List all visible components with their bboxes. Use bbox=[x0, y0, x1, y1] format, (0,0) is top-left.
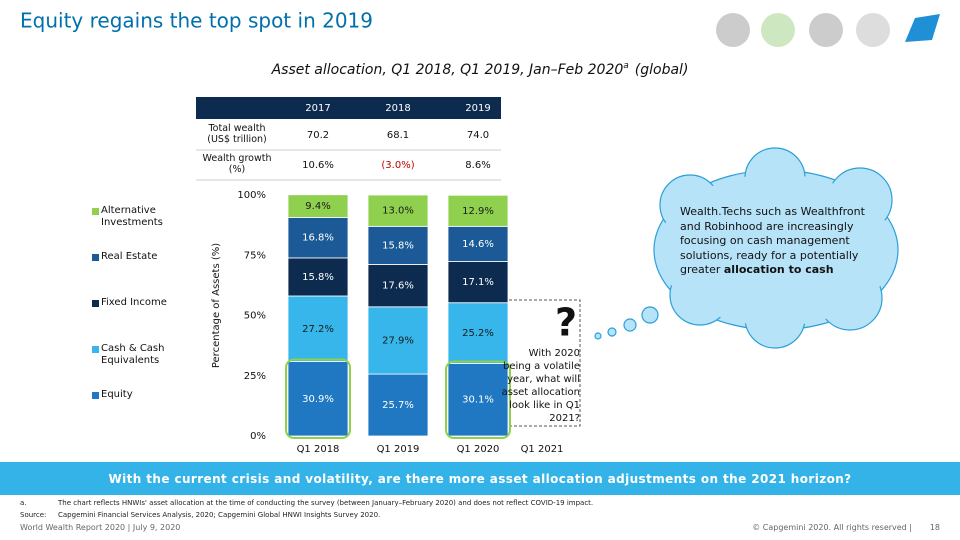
value-label: 15.8% bbox=[382, 240, 414, 251]
y-tick-label: 75% bbox=[244, 250, 266, 261]
outlook-text: With 2020 being a volatile year, what wi… bbox=[501, 348, 580, 424]
bar-segment bbox=[367, 194, 429, 227]
value-label: 16.8% bbox=[302, 233, 334, 244]
value-label: 15.8% bbox=[302, 272, 334, 283]
legend-label: Alternative Investments bbox=[101, 205, 163, 228]
value-label: 13.0% bbox=[382, 206, 414, 217]
bar-segment bbox=[447, 225, 509, 262]
cloud-text: Wealth.Techs such as Wealthfront and Rob… bbox=[680, 205, 872, 278]
banner: With the current crisis and volatility, … bbox=[0, 462, 960, 495]
value-label: 30.9% bbox=[302, 394, 334, 405]
table-cell: 70.2 bbox=[307, 130, 329, 141]
legend-label: Fixed Income bbox=[101, 297, 167, 308]
legend-label: Real Estate bbox=[101, 251, 158, 262]
table-cell: 10.6% bbox=[302, 160, 334, 171]
x-tick-label: Q1 2020 bbox=[457, 444, 500, 455]
value-label: 14.6% bbox=[462, 239, 494, 250]
table-column: 2018 bbox=[385, 103, 410, 114]
outlook-mark: ? bbox=[555, 301, 577, 345]
y-tick-label: 50% bbox=[244, 311, 266, 322]
table-cell: 68.1 bbox=[387, 130, 409, 141]
value-label: 30.1% bbox=[462, 395, 494, 406]
bar-segment bbox=[367, 264, 429, 308]
bar-segment bbox=[367, 225, 429, 265]
legend-swatch bbox=[92, 208, 99, 215]
value-label: 25.7% bbox=[382, 400, 414, 411]
legend-swatch bbox=[92, 254, 99, 261]
value-label: 25.2% bbox=[462, 328, 494, 339]
legend-swatch bbox=[92, 392, 99, 399]
bar-segment bbox=[287, 257, 349, 297]
y-axis-label: Percentage of Assets (%) bbox=[211, 243, 222, 368]
logos bbox=[716, 13, 940, 47]
table-column: 2019 bbox=[465, 103, 490, 114]
value-label: 9.4% bbox=[305, 201, 330, 212]
table-header bbox=[196, 97, 501, 119]
footnote-key: a. bbox=[20, 499, 27, 507]
outlook-label: Q1 2021 bbox=[521, 444, 564, 455]
footnote: The chart reflects HNWIs' asset allocati… bbox=[58, 499, 594, 507]
table-row-label: Total wealth (US$ trillion) bbox=[207, 123, 267, 145]
page-number: 18 bbox=[929, 523, 940, 532]
legend-swatch bbox=[92, 300, 99, 307]
bar-segment bbox=[447, 363, 509, 437]
bar-segment bbox=[447, 194, 509, 227]
y-tick-label: 0% bbox=[250, 431, 266, 442]
legend-label: Equity bbox=[101, 389, 133, 400]
legend-label: Cash & Cash Equivalents bbox=[101, 343, 165, 366]
title-note: a bbox=[623, 61, 629, 71]
footer-left: World Wealth Report 2020 | July 9, 2020 bbox=[20, 523, 181, 532]
x-tick-label: Q1 2018 bbox=[297, 444, 340, 455]
footnote-key: Source: bbox=[20, 511, 47, 519]
bar-segment bbox=[287, 295, 349, 362]
bar-segment bbox=[367, 373, 429, 437]
highlight bbox=[285, 358, 351, 440]
y-tick-label: 25% bbox=[244, 371, 266, 382]
value-label: 12.9% bbox=[462, 206, 494, 217]
cloud-body: Wealth.Techs such as Wealthfront and Rob… bbox=[680, 205, 865, 276]
value-label: 27.9% bbox=[382, 335, 414, 346]
bar-segment bbox=[287, 194, 349, 218]
cloud-bold: allocation to cash bbox=[723, 263, 834, 276]
cloud bbox=[594, 147, 899, 349]
x-tick-label: Q1 2019 bbox=[377, 444, 420, 455]
value-label: 27.2% bbox=[302, 324, 334, 335]
legend-swatch bbox=[92, 346, 99, 353]
highlight bbox=[445, 360, 511, 440]
title-suffix: (global) bbox=[635, 62, 689, 78]
table-cell: (3.0%) bbox=[381, 160, 414, 171]
value-label: 17.1% bbox=[462, 277, 494, 288]
bar-segment bbox=[447, 261, 509, 304]
bar-segment bbox=[447, 302, 509, 364]
footer-right: © Capgemini 2020. All rights reserved | bbox=[752, 523, 912, 532]
table-cell: 8.6% bbox=[465, 160, 490, 171]
chart-title: Asset allocation, Q1 2018, Q1 2019, Jan–… bbox=[271, 61, 689, 79]
value-label: 17.6% bbox=[382, 281, 414, 292]
chart-title-main: Asset allocation, Q1 2018, Q1 2019, Jan–… bbox=[271, 62, 624, 78]
footnote: Capgemini Financial Services Analysis, 2… bbox=[58, 511, 381, 519]
bar-segment bbox=[367, 306, 429, 375]
table-column: 2017 bbox=[305, 103, 330, 114]
y-tick-label: 100% bbox=[237, 190, 266, 201]
table-row-label: Wealth growth (%) bbox=[202, 153, 272, 175]
slide-title: Equity regains the top spot in 2019 bbox=[20, 9, 373, 33]
table-cell: 74.0 bbox=[467, 130, 489, 141]
